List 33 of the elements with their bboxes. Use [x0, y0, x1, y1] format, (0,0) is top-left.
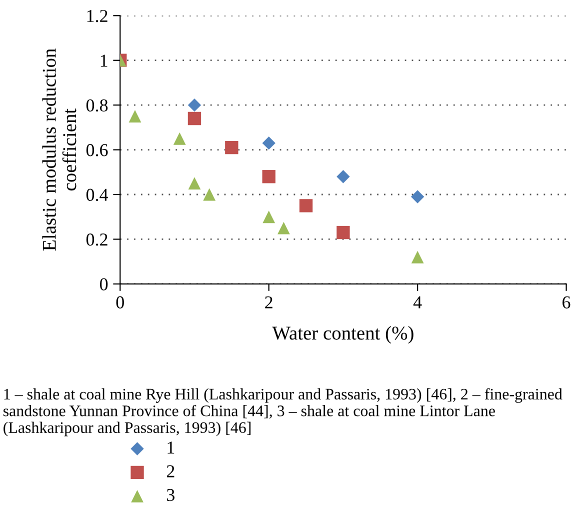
point [128, 110, 142, 122]
x-tick-label: 2 [265, 296, 272, 308]
legend-label: 1 [168, 442, 174, 454]
point [262, 136, 276, 150]
y-tick-label: 0.8 [86, 99, 108, 112]
point [188, 112, 202, 126]
x-tick-label: 4 [413, 296, 422, 308]
point [173, 132, 186, 145]
y-tick-label: 0.2 [86, 233, 108, 246]
x-tick-label: 6 [562, 296, 570, 308]
point [188, 98, 202, 112]
y-tick-label: 0 [100, 278, 108, 290]
point [262, 170, 276, 184]
legend-label: 2 [166, 465, 174, 478]
point [336, 170, 350, 184]
text: 1 – shale at coal mine Rye Hill (Lashkaripour and Passaris, 1993) [46], 2 – fine-grained sandstone Yunnan Province of China [44], 3 – shale at coal mine Lintor Lane (Lashkaripour and Passaris, 1993) [46] [4, 388, 562, 436]
y-tick-label: 1 [100, 54, 108, 67]
point [225, 140, 238, 154]
x-axis-title: Water content (%) [272, 326, 414, 344]
legend-label: 3 [167, 488, 174, 502]
y-tick-label: 1.2 [87, 10, 108, 22]
point [188, 177, 201, 190]
point [203, 188, 216, 201]
point [336, 226, 350, 240]
point [262, 210, 276, 224]
y-tick-label: 0.6 [86, 144, 108, 156]
point [299, 199, 313, 212]
point [278, 222, 290, 234]
y-axis-title: Elastic modulus reduction coefficient [42, 48, 76, 251]
x-tick-label: 0 [116, 296, 124, 308]
y-tick-label: 0.4 [86, 188, 108, 202]
point [411, 250, 424, 264]
point [410, 190, 424, 204]
